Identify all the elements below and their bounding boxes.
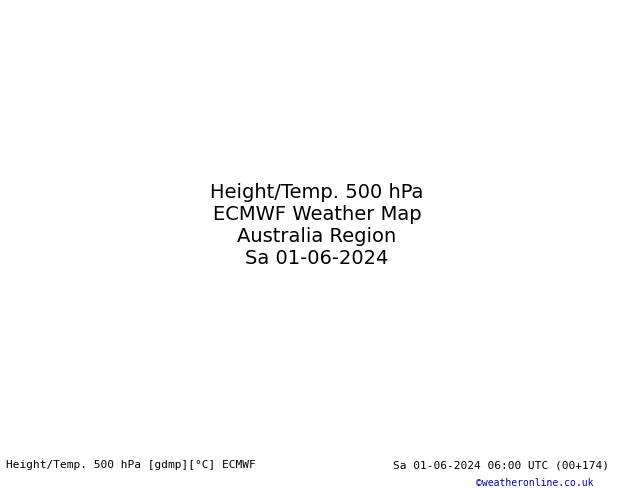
Text: Height/Temp. 500 hPa [gdmp][°C] ECMWF: Height/Temp. 500 hPa [gdmp][°C] ECMWF <box>6 461 256 470</box>
Text: Sa 01-06-2024 06:00 UTC (00+174): Sa 01-06-2024 06:00 UTC (00+174) <box>393 461 609 470</box>
Text: ©weatheronline.co.uk: ©weatheronline.co.uk <box>476 478 593 488</box>
Text: Height/Temp. 500 hPa
ECMWF Weather Map
Australia Region
Sa 01-06-2024: Height/Temp. 500 hPa ECMWF Weather Map A… <box>210 183 424 268</box>
